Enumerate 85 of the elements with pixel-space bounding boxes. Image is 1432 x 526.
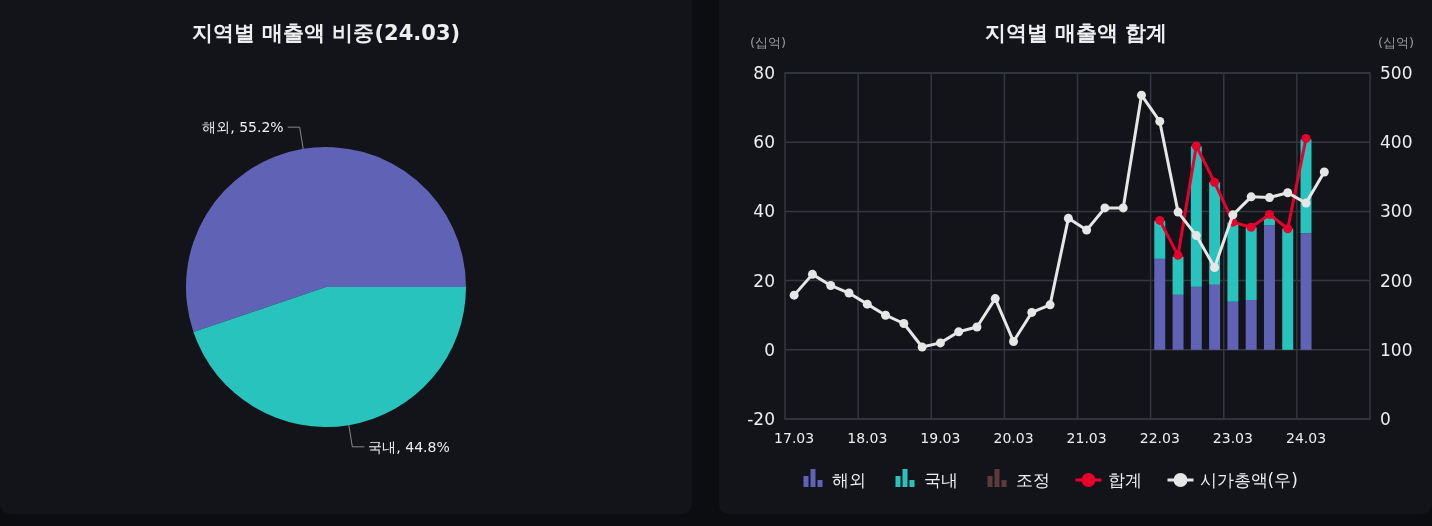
bar [1227, 301, 1239, 350]
chart-title: 지역별 매출액 합계 [984, 21, 1168, 45]
point [972, 322, 982, 332]
slice-label: 해외 [202, 119, 231, 136]
x-tick-label: 18.03 [847, 430, 888, 446]
point [1155, 215, 1165, 225]
point [1155, 116, 1165, 126]
x-tick-label: 21.03 [1066, 430, 1107, 446]
point [1173, 250, 1183, 260]
bar [1172, 294, 1184, 350]
bar [1209, 284, 1221, 350]
x-tick-label: 23.03 [1212, 430, 1253, 446]
pie-slice [186, 147, 466, 332]
pie-slice [193, 287, 466, 427]
y-axis-title: (십억) [749, 35, 787, 50]
y-tick-label: 0 [764, 339, 775, 360]
y-tick-label: -20 [747, 409, 775, 429]
point [1246, 192, 1256, 202]
y2-tick-label: 300 [1380, 201, 1413, 222]
y2-tick-label: 500 [1380, 63, 1413, 83]
point [1210, 262, 1220, 272]
point [1027, 307, 1037, 317]
y2-tick-label: 400 [1380, 132, 1413, 153]
x-tick-label: 24.03 [1285, 430, 1327, 446]
point [1264, 193, 1274, 203]
point [1100, 203, 1110, 213]
y2-tick-label: 200 [1380, 270, 1413, 291]
point [807, 269, 817, 279]
point [1246, 222, 1256, 232]
y2-tick-label: 100 [1380, 339, 1413, 360]
y-tick-label: 60 [753, 132, 775, 153]
point [899, 319, 909, 328]
point [1191, 231, 1201, 241]
point [1063, 213, 1073, 223]
point [1228, 210, 1238, 220]
point [881, 310, 891, 320]
point [1118, 203, 1128, 213]
point [1319, 167, 1329, 177]
y-tick-label: 40 [753, 201, 775, 222]
point [1301, 198, 1311, 208]
bar [1154, 258, 1166, 350]
bar [1227, 222, 1239, 302]
bar [1263, 225, 1275, 350]
x-tick-label: 20.03 [993, 430, 1034, 446]
bar [1245, 299, 1257, 350]
point [917, 342, 927, 352]
bar [1300, 233, 1312, 350]
point [1191, 141, 1201, 151]
point [862, 299, 872, 309]
legend-label: 조정 [1015, 470, 1050, 490]
point [990, 294, 1000, 304]
y-tick-label: 20 [753, 270, 775, 291]
bar [1245, 227, 1257, 300]
point [826, 280, 836, 290]
y2-axis-title: (십억) [1377, 35, 1415, 50]
point [1045, 300, 1055, 310]
point [1283, 224, 1293, 234]
legend-label: 시가총액(우) [1199, 470, 1298, 490]
point [1210, 177, 1220, 187]
bar [1282, 228, 1294, 350]
point [1173, 207, 1183, 217]
slice-label: 국내 [368, 438, 397, 455]
point [935, 338, 945, 348]
data-label: , 55.2% [230, 119, 284, 136]
data-label: , 44.8% [396, 438, 450, 455]
x-tick-label: 17.03 [774, 430, 815, 446]
x-tick-label: 19.03 [920, 430, 961, 446]
x-tick-label: 22.03 [1139, 430, 1180, 446]
point [1264, 210, 1274, 220]
point [789, 290, 799, 300]
point [844, 288, 854, 298]
legend-label: 합계 [1107, 470, 1142, 490]
point [1301, 133, 1311, 143]
bar [1190, 286, 1202, 350]
point [1136, 90, 1146, 100]
point [1082, 225, 1092, 235]
legend-label: 해외 [831, 470, 866, 490]
point [1283, 188, 1293, 198]
point [1009, 337, 1019, 346]
y2-tick-label: 0 [1380, 409, 1391, 429]
legend-label: 국내 [923, 470, 958, 490]
y-tick-label: 80 [753, 63, 775, 83]
bar [1172, 256, 1184, 295]
chart-title: 지역별 매출액 비중(24.03) [191, 21, 461, 45]
point [954, 327, 964, 337]
